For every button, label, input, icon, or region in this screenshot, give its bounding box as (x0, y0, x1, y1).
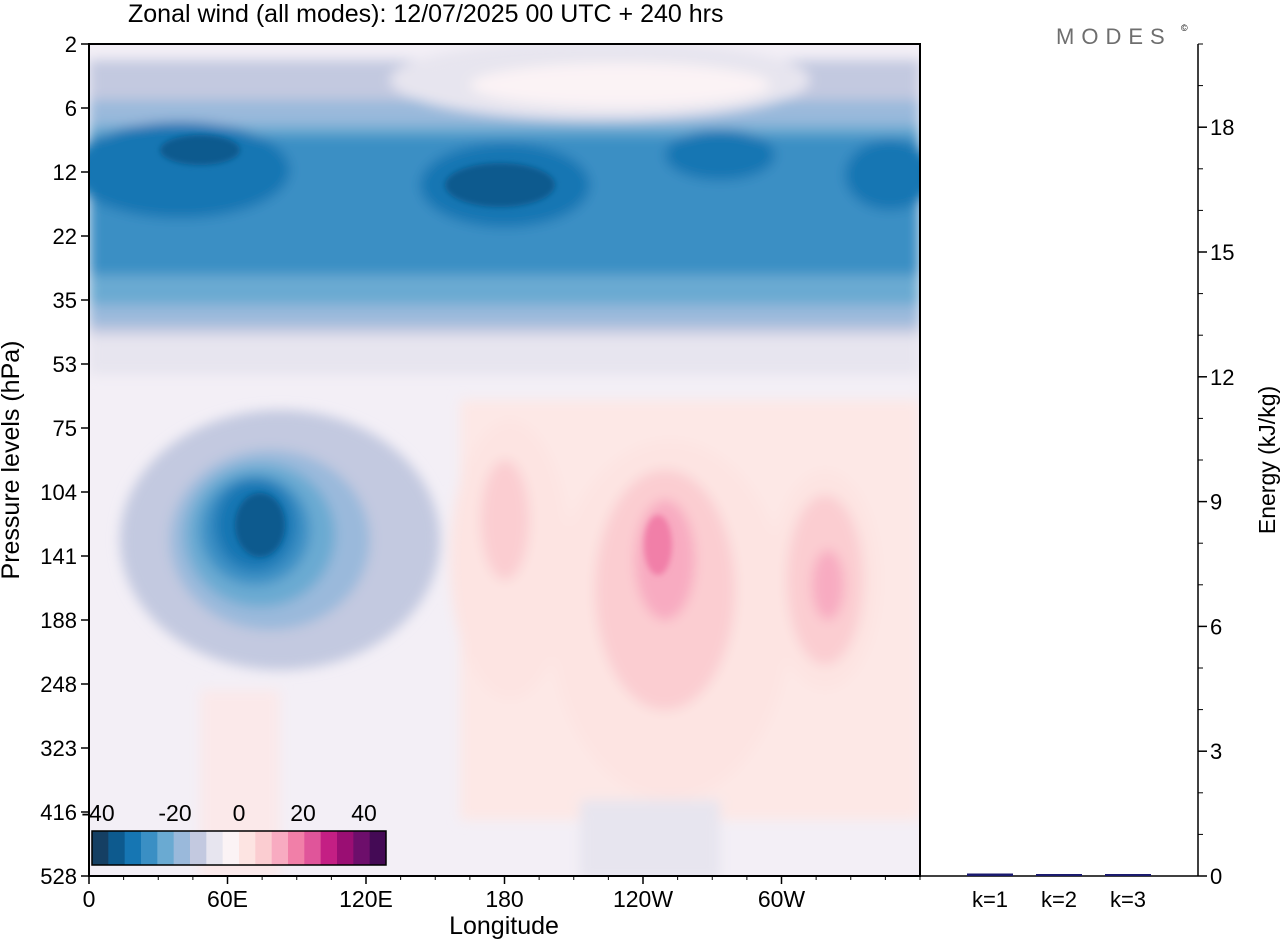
colorbar-swatch (124, 831, 142, 865)
colorbar-swatch (141, 831, 158, 865)
energy-tick-label: 6 (1210, 614, 1222, 639)
mid-light-band (89, 335, 920, 375)
upper-core-far-east (845, 140, 920, 210)
colorbar-tick-label: 20 (290, 800, 316, 826)
colorbar: -40 -20 0 20 40 (81, 800, 387, 866)
y-tick-label: 416 (40, 800, 77, 825)
logo-mark: © (1181, 23, 1188, 33)
upper-core-west (89, 122, 290, 218)
colorbar-tick-label: 40 (351, 800, 377, 826)
westerly-ring-3 (481, 460, 529, 580)
energy-tick-label: 9 (1210, 490, 1222, 515)
upper-innermost-west (160, 135, 240, 165)
y-tick-label: 528 (40, 864, 77, 889)
colorbar-swatch (320, 831, 338, 865)
easterly-innermost (235, 493, 285, 557)
energy-category-label: k=1 (972, 887, 1008, 912)
colorbar-swatches (92, 831, 387, 865)
colorbar-swatch (157, 831, 175, 865)
y-tick-label: 6 (65, 96, 77, 121)
energy-axis-label: Energy (kJ/kg) (1254, 386, 1280, 534)
colorbar-tick-label: 0 (233, 800, 246, 826)
upper-core-east (665, 130, 775, 180)
y-tick-label: 2 (65, 32, 77, 57)
westerly-innermost (644, 515, 672, 575)
heatmap-plot: 0 60E 120E 180 120W 60W 2 6 12 22 35 53 75 104 141 188 2… (40, 32, 921, 912)
modes-logo: MODES © (1056, 23, 1188, 49)
y-tick-label: 141 (40, 544, 77, 569)
heatmap-field (89, 44, 920, 876)
x-tick-label: 0 (83, 886, 96, 912)
x-tick-label: 120W (613, 886, 673, 912)
colorbar-swatch (304, 831, 322, 865)
x-tick-label: 60W (758, 886, 806, 912)
lower-westerly-patch-2 (580, 800, 720, 876)
colorbar-swatch (369, 831, 387, 865)
colorbar-frame (91, 830, 387, 866)
energy-tick-label: 0 (1210, 864, 1222, 889)
colorbar-swatch (108, 831, 126, 865)
colorbar-tick-label: -20 (158, 800, 191, 826)
chart-title: Zonal wind (all modes): 12/07/2025 00 UT… (128, 0, 723, 28)
y-tick-label: 188 (40, 608, 77, 633)
colorbar-swatch (337, 831, 354, 865)
colorbar-swatch (255, 831, 273, 865)
energy-tick-label: 12 (1210, 365, 1234, 390)
y-tick-label: 248 (40, 672, 77, 697)
x-tick-label: 180 (485, 886, 523, 912)
colorbar-swatch (239, 831, 256, 865)
energy-bar (1105, 874, 1151, 876)
colorbar-swatch (92, 831, 109, 865)
colorbar-swatch (190, 831, 207, 865)
y-tick-label: 323 (40, 736, 77, 761)
colorbar-swatch (288, 831, 305, 865)
logo-text: MODES (1056, 24, 1172, 49)
colorbar-swatch (353, 831, 371, 865)
x-tick-label: 60E (207, 886, 248, 912)
y-tick-label: 35 (53, 288, 77, 313)
energy-bars: k=1 k=2 k=3 (967, 873, 1151, 912)
heatmap-axes: 0 60E 120E 180 120W 60W 2 6 12 22 35 53 75 104 141 188 2… (40, 32, 921, 912)
x-axis-label: Longitude (449, 912, 559, 940)
bar-axes: 0 3 6 9 12 15 18 (1198, 43, 1234, 889)
colorbar-swatch (222, 831, 240, 865)
energy-category-label: k=2 (1041, 887, 1077, 912)
westerly-core-2 (812, 550, 844, 620)
energy-tick-label: 15 (1210, 240, 1234, 265)
energy-bar (1036, 874, 1082, 876)
x-tick-label: 120E (339, 886, 393, 912)
energy-tick-label: 18 (1210, 115, 1234, 140)
colorbar-ticks: -40 -20 0 20 40 (81, 800, 376, 826)
colorbar-swatch (173, 831, 191, 865)
y-tick-label: 75 (53, 416, 77, 441)
energy-category-label: k=3 (1110, 887, 1146, 912)
top-light-core (470, 63, 770, 107)
y-tick-label: 104 (40, 480, 77, 505)
colorbar-tick-label: -40 (81, 800, 114, 826)
y-tick-label: 12 (53, 160, 77, 185)
y-tick-label: 53 (53, 352, 77, 377)
upper-innermost (445, 163, 555, 207)
energy-tick-label: 3 (1210, 739, 1222, 764)
colorbar-swatch (271, 831, 289, 865)
energy-bar-panel: 0 3 6 9 12 15 18 k=1 k=2 k=3 (919, 43, 1234, 912)
colorbar-swatch (206, 831, 224, 865)
energy-bar (967, 873, 1013, 876)
y-tick-label: 22 (53, 224, 77, 249)
y-axis-label: Pressure levels (hPa) (0, 341, 25, 580)
